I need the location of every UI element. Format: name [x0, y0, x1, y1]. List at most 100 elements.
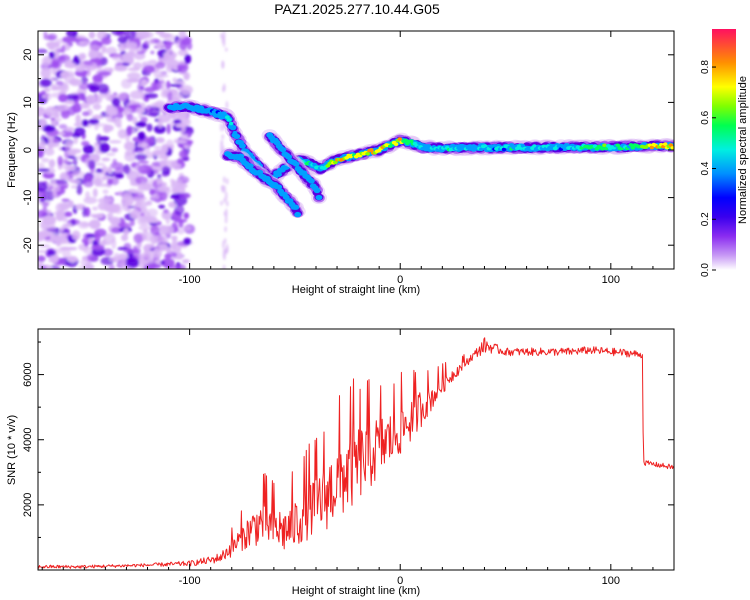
snr-series-line [38, 337, 674, 569]
noise-blob [222, 83, 226, 92]
noise-blob [146, 123, 153, 132]
noise-blob [51, 69, 57, 76]
noise-blob [87, 159, 96, 170]
noise-blob [97, 83, 110, 94]
noise-blob [63, 211, 73, 217]
noise-blob [95, 162, 106, 166]
noise-blob [51, 235, 66, 242]
noise-blob [163, 33, 176, 42]
noise-blob [137, 164, 151, 175]
noise-blob [44, 226, 56, 231]
noise-blob [182, 225, 192, 231]
noise-blob [53, 111, 60, 119]
noise-blob [155, 42, 163, 49]
noise-blob [160, 144, 169, 154]
noise-blob [126, 125, 133, 137]
snr-axes: -100 0 100 2000 4000 6000 [22, 329, 675, 587]
y-tick-label: -20 [22, 237, 34, 253]
ridge-blob [365, 151, 370, 156]
noise-blob [177, 49, 189, 57]
noise-blob [224, 208, 228, 219]
noise-blob [222, 38, 226, 48]
noise-blob [111, 53, 126, 62]
noise-blob [48, 51, 55, 59]
noise-blob [50, 117, 55, 121]
noise-blob [161, 87, 171, 95]
noise-blob [225, 100, 229, 110]
noise-blob [62, 216, 68, 223]
ridge-blob [369, 148, 374, 152]
noise-blob [138, 113, 143, 119]
noise-blob [143, 65, 156, 74]
noise-blob [41, 157, 50, 163]
noise-blob [62, 36, 73, 43]
noise-blob [38, 191, 47, 199]
noise-blob [130, 209, 141, 219]
noise-blob [173, 218, 188, 223]
noise-blob [137, 131, 146, 141]
noise-blob [67, 255, 78, 263]
noise-blob [151, 102, 161, 108]
noise-blob [121, 234, 129, 242]
noise-blob [83, 196, 98, 204]
noise-blob [165, 217, 171, 225]
colorbar-tick-label: 0.8 [700, 60, 711, 74]
noise-blob [177, 158, 184, 165]
noise-blob [121, 195, 134, 207]
ridge-blob [393, 142, 399, 146]
noise-blob [78, 54, 86, 61]
noise-blob [224, 250, 228, 255]
noise-blob [101, 157, 111, 162]
noise-blob [48, 159, 56, 168]
noise-blob [73, 126, 86, 137]
ridge-blob [246, 163, 254, 169]
noise-blob [224, 226, 228, 233]
noise-blob [140, 116, 148, 123]
noise-blob [140, 79, 148, 86]
noise-blob [124, 31, 137, 40]
noise-blob [222, 123, 226, 132]
noise-blob [117, 92, 128, 102]
colorbar-label: Normalized spectral amplitude [737, 76, 749, 224]
noise-blob [64, 144, 72, 152]
noise-blob [175, 123, 186, 128]
noise-blob [222, 253, 226, 261]
noise-blob [63, 159, 68, 164]
noise-blob [88, 31, 96, 39]
noise-blob [157, 186, 170, 193]
ridge-blob [312, 162, 317, 167]
noise-blob [41, 94, 47, 99]
noise-blob [220, 200, 224, 206]
noise-blob [108, 140, 122, 144]
noise-blob [38, 255, 46, 262]
noise-blob [82, 206, 87, 218]
noise-blob [112, 158, 117, 165]
noise-blob [38, 181, 48, 193]
noise-blob [126, 113, 134, 122]
noise-blob [105, 112, 111, 123]
noise-blob [179, 85, 193, 95]
noise-blob [144, 93, 159, 99]
noise-blob [159, 160, 167, 166]
ridge-branch-lower [219, 147, 306, 218]
noise-blob [180, 133, 190, 138]
ridge-blob [397, 137, 403, 141]
noise-blob [137, 182, 151, 190]
noise-blob [97, 202, 106, 210]
noise-blob [64, 126, 75, 132]
noise-blob [42, 202, 49, 208]
noise-blob [38, 106, 45, 117]
noise-blob [60, 129, 74, 138]
noise-blob [82, 111, 90, 117]
noise-blob [170, 241, 177, 250]
noise-blob [146, 208, 158, 217]
ridge-blob [307, 178, 315, 184]
noise-blob [161, 165, 171, 175]
noise-blob [157, 113, 172, 123]
noise-blob [181, 37, 190, 46]
ridge-blob [226, 118, 232, 122]
y-tick-label: -10 [22, 190, 34, 206]
noise-blob [70, 218, 76, 226]
